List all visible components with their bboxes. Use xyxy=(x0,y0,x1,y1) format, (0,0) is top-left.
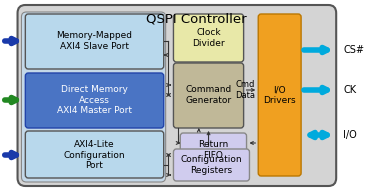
Text: Memory-Mapped
AXI4 Slave Port: Memory-Mapped AXI4 Slave Port xyxy=(57,31,132,51)
FancyBboxPatch shape xyxy=(174,14,244,62)
Text: Clock
Divider: Clock Divider xyxy=(192,28,225,48)
Text: I/O: I/O xyxy=(343,130,357,140)
FancyBboxPatch shape xyxy=(21,12,166,182)
FancyBboxPatch shape xyxy=(25,14,164,69)
FancyBboxPatch shape xyxy=(18,5,336,186)
FancyBboxPatch shape xyxy=(180,133,247,167)
FancyBboxPatch shape xyxy=(25,73,164,128)
Text: Command
Generator: Command Generator xyxy=(185,85,232,105)
FancyBboxPatch shape xyxy=(25,131,164,178)
Text: AXI4-Lite
Configuration
Port: AXI4-Lite Configuration Port xyxy=(64,140,126,170)
Text: CK: CK xyxy=(343,85,356,95)
Text: QSPI Controller: QSPI Controller xyxy=(146,12,247,26)
FancyBboxPatch shape xyxy=(174,63,244,128)
Text: CS#: CS# xyxy=(343,45,364,55)
Text: Cmd
Data: Cmd Data xyxy=(236,80,255,100)
Text: Configuration
Registers: Configuration Registers xyxy=(181,155,242,175)
Text: I/O
Drivers: I/O Drivers xyxy=(264,85,296,105)
Text: Direct Memory
Access
AXI4 Master Port: Direct Memory Access AXI4 Master Port xyxy=(57,85,132,115)
Text: Return
FIFO: Return FIFO xyxy=(198,140,229,160)
FancyBboxPatch shape xyxy=(258,14,301,176)
FancyBboxPatch shape xyxy=(174,149,250,181)
